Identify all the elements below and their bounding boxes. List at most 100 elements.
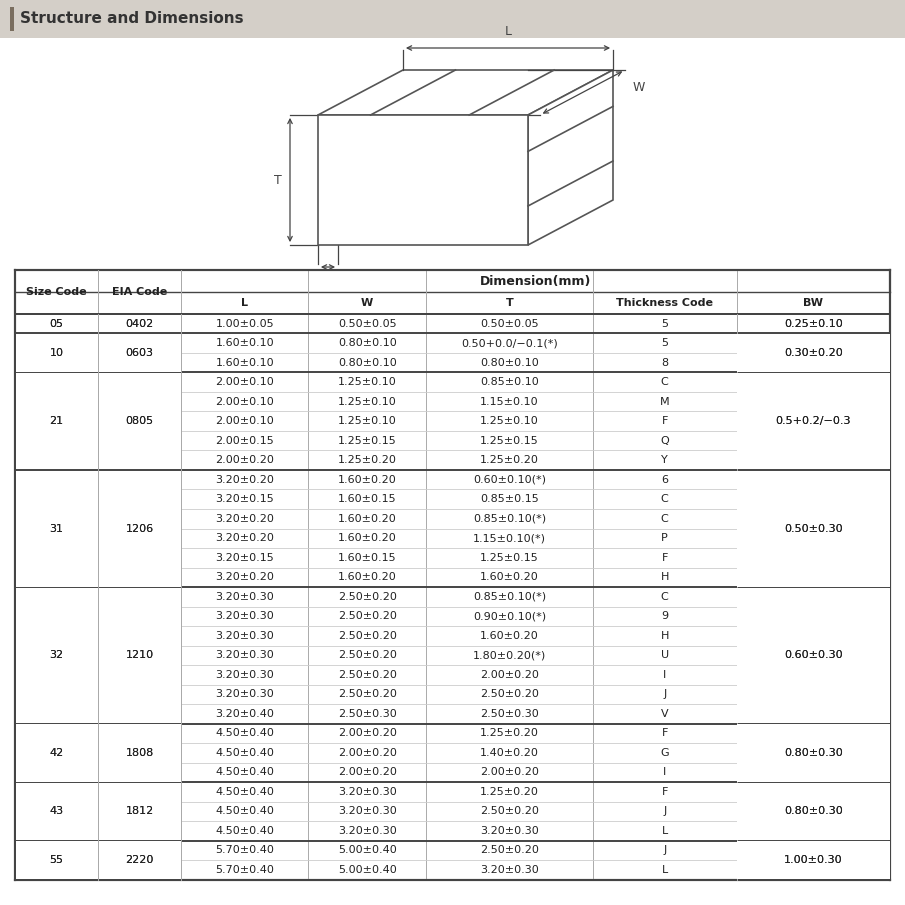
Polygon shape [528, 70, 613, 245]
Text: 1.25±0.20: 1.25±0.20 [480, 786, 538, 796]
Text: 1.15±0.10: 1.15±0.10 [480, 396, 538, 406]
Text: 0402: 0402 [126, 319, 154, 329]
Text: 0.50±0.30: 0.50±0.30 [784, 523, 843, 534]
Bar [99, 783, 181, 840]
Text: 3.20±0.30: 3.20±0.30 [338, 786, 396, 796]
Text: 2.50±0.20: 2.50±0.20 [338, 690, 396, 700]
Text: 42: 42 [50, 748, 63, 757]
Text: 4.50±0.40: 4.50±0.40 [215, 767, 274, 777]
Text: 3.20±0.30: 3.20±0.30 [338, 806, 396, 816]
Bar [738, 373, 890, 470]
Text: 5.00±0.40: 5.00±0.40 [338, 865, 396, 875]
Text: 1.60±0.10: 1.60±0.10 [215, 338, 274, 348]
Text: 55: 55 [50, 855, 63, 865]
Text: 0.85±0.10: 0.85±0.10 [480, 377, 538, 387]
Text: 3.20±0.30: 3.20±0.30 [215, 651, 274, 661]
Text: M: M [660, 396, 670, 406]
Text: 2.50±0.20: 2.50±0.20 [338, 592, 396, 602]
Text: 0.60±0.30: 0.60±0.30 [784, 651, 843, 661]
Text: 2.00±0.20: 2.00±0.20 [338, 729, 396, 738]
Bar [99, 334, 181, 372]
Text: 1.25±0.10: 1.25±0.10 [338, 377, 396, 387]
Text: Dimension(mm): Dimension(mm) [480, 274, 591, 288]
Text: 0.80±0.30: 0.80±0.30 [784, 748, 843, 757]
Text: 2.50±0.20: 2.50±0.20 [338, 651, 396, 661]
Text: 4.50±0.40: 4.50±0.40 [215, 806, 274, 816]
Bar [738, 471, 890, 586]
Text: 1.25±0.20: 1.25±0.20 [338, 455, 396, 465]
Text: Q: Q [661, 435, 669, 446]
Bar [15, 841, 98, 879]
Text: 0603: 0603 [126, 348, 154, 358]
Text: 4.50±0.40: 4.50±0.40 [215, 748, 274, 757]
Text: T: T [506, 298, 513, 308]
Text: J: J [663, 806, 666, 816]
Text: V: V [661, 709, 669, 719]
Text: 1.40±0.20: 1.40±0.20 [480, 748, 538, 757]
Text: 05: 05 [50, 319, 63, 329]
Text: 9: 9 [662, 611, 668, 621]
Text: 2220: 2220 [126, 855, 154, 865]
Text: 1808: 1808 [126, 748, 154, 757]
Text: F: F [662, 416, 668, 426]
Text: 1.25±0.15: 1.25±0.15 [480, 435, 538, 446]
Bar [738, 724, 890, 782]
Text: 2.00±0.10: 2.00±0.10 [215, 377, 274, 387]
Text: 1.60±0.20: 1.60±0.20 [338, 514, 396, 524]
Text: 3.20±0.20: 3.20±0.20 [215, 572, 274, 582]
Text: T: T [274, 174, 282, 186]
Text: 2.50±0.30: 2.50±0.30 [338, 709, 396, 719]
Text: 1.25±0.20: 1.25±0.20 [480, 455, 538, 465]
Text: 3.20±0.30: 3.20±0.30 [215, 611, 274, 621]
Text: 2.50±0.20: 2.50±0.20 [480, 806, 538, 816]
Text: 2.00±0.20: 2.00±0.20 [338, 748, 396, 757]
Text: 1.60±0.15: 1.60±0.15 [338, 494, 396, 504]
Bar [738, 783, 890, 840]
Text: 0.50±0.05: 0.50±0.05 [338, 319, 396, 329]
Text: 0.5+0.2/−0.3: 0.5+0.2/−0.3 [776, 416, 852, 426]
Text: 1.60±0.20: 1.60±0.20 [480, 572, 538, 582]
Text: 3.20±0.15: 3.20±0.15 [215, 553, 274, 563]
Text: G: G [661, 748, 669, 757]
Bar [738, 334, 890, 372]
Text: Structure and Dimensions: Structure and Dimensions [20, 12, 243, 26]
Text: 1.60±0.20: 1.60±0.20 [480, 631, 538, 641]
Text: 1.60±0.10: 1.60±0.10 [215, 357, 274, 367]
Text: 0.85±0.10(*): 0.85±0.10(*) [472, 592, 546, 602]
Bar [15, 471, 98, 586]
Text: 2.50±0.30: 2.50±0.30 [480, 709, 538, 719]
Text: F: F [662, 786, 668, 796]
Bar [15, 587, 98, 723]
Text: 0402: 0402 [126, 319, 154, 329]
Text: 5: 5 [662, 319, 668, 329]
Text: L: L [504, 25, 511, 38]
Text: 3.20±0.30: 3.20±0.30 [215, 631, 274, 641]
Text: 0603: 0603 [126, 348, 154, 358]
Bar [15, 373, 98, 470]
Text: 6: 6 [662, 475, 668, 485]
Text: J: J [663, 845, 666, 855]
Bar [99, 587, 181, 723]
Text: 1.25±0.10: 1.25±0.10 [480, 416, 538, 426]
Bar [99, 841, 181, 879]
Text: 21: 21 [50, 416, 63, 426]
Bar [182, 270, 890, 292]
Text: 32: 32 [50, 651, 63, 661]
Text: 2.50±0.20: 2.50±0.20 [480, 690, 538, 700]
Text: 3.20±0.30: 3.20±0.30 [480, 865, 538, 875]
Text: 1206: 1206 [126, 523, 154, 534]
Bar [10, 7, 14, 31]
Text: 0.85±0.10(*): 0.85±0.10(*) [472, 514, 546, 524]
Text: 2.50±0.20: 2.50±0.20 [480, 845, 538, 855]
Text: 1206: 1206 [126, 523, 154, 534]
Text: 0.60±0.30: 0.60±0.30 [784, 651, 843, 661]
Text: C: C [661, 592, 669, 602]
Text: 0.30±0.20: 0.30±0.20 [784, 348, 843, 358]
Text: 1812: 1812 [126, 806, 154, 816]
Text: 8: 8 [662, 357, 668, 367]
Text: 0805: 0805 [126, 416, 154, 426]
Text: 3.20±0.20: 3.20±0.20 [215, 514, 274, 524]
Text: 1.25±0.15: 1.25±0.15 [338, 435, 396, 446]
Text: EIA Code: EIA Code [112, 287, 167, 297]
Text: C: C [661, 514, 669, 524]
